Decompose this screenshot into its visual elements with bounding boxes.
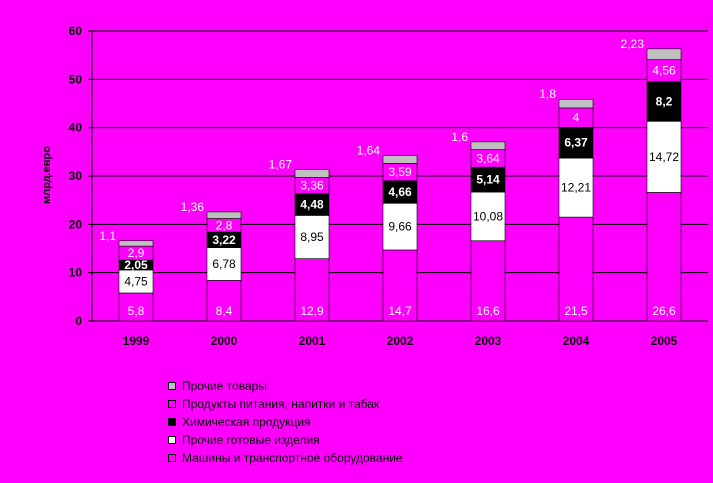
x-tick-label: 2001	[299, 334, 326, 348]
data-label: 4	[573, 111, 580, 125]
data-label: 14,7	[388, 304, 412, 318]
data-label: 26,6	[652, 304, 676, 318]
bar-segment	[646, 48, 682, 60]
y-tick-label: 10	[69, 266, 83, 280]
data-label: 2,8	[216, 218, 233, 232]
bar-segment	[558, 126, 594, 159]
data-label: 3,22	[212, 233, 236, 247]
data-label: 4,48	[300, 198, 324, 212]
legend-item: Прочие готовые изделия	[168, 431, 403, 449]
bar-segment	[294, 169, 330, 178]
bar-segment	[206, 280, 242, 322]
data-label: 1,36	[181, 200, 205, 214]
bar-segment	[470, 166, 506, 193]
bar-segment	[294, 215, 330, 259]
data-label: 3,64	[476, 151, 500, 165]
legend-label: Химическая продукция	[182, 415, 311, 429]
x-tick-label: 2004	[563, 334, 590, 348]
data-label: 21,5	[564, 304, 588, 318]
bar-segment	[470, 240, 506, 322]
legend-item: Химическая продукция	[168, 413, 403, 431]
y-tick-label: 50	[69, 72, 83, 86]
data-label: 4,66	[388, 185, 412, 199]
bar-segment	[382, 155, 418, 164]
data-label: 5,8	[128, 304, 145, 318]
data-label: 16,6	[476, 304, 500, 318]
data-label: 14,72	[649, 150, 679, 164]
bar-segment	[646, 120, 682, 193]
legend-label: Прочие товары	[182, 379, 267, 393]
x-tick-label: 2003	[475, 334, 502, 348]
data-label: 12,9	[300, 304, 324, 318]
data-label: 2,9	[128, 246, 145, 260]
bar-segment	[206, 211, 242, 219]
data-label: 2,23	[621, 37, 645, 51]
legend-swatch	[168, 454, 176, 462]
data-label: 9,66	[388, 220, 412, 234]
legend-swatch	[168, 382, 176, 390]
data-label: 8,95	[300, 230, 324, 244]
data-label: 10,08	[473, 209, 503, 223]
data-label: 6,78	[212, 257, 236, 271]
data-label: 3,59	[388, 165, 412, 179]
bar-segment	[646, 192, 682, 322]
bar-segment	[558, 98, 594, 109]
legend-label: Машины и транспортное оборудование	[182, 451, 403, 465]
bar-segment	[470, 141, 506, 150]
x-tick-label: 2005	[651, 334, 678, 348]
bar-segment	[118, 292, 154, 322]
data-label: 5,14	[476, 173, 500, 187]
data-label: 8,4	[216, 304, 233, 318]
chart-legend: Прочие товары Продукты питания, напитки и…	[168, 377, 403, 467]
data-label: 12,21	[561, 181, 591, 195]
legend-swatch	[168, 400, 176, 408]
data-label: 8,2	[656, 94, 673, 108]
bar-segment	[470, 191, 506, 242]
y-tick-label: 20	[69, 217, 83, 231]
y-tick-label: 0	[75, 314, 82, 328]
legend-item: Прочие товары	[168, 377, 403, 395]
y-tick-label: 60	[69, 24, 83, 38]
x-tick-label: 2002	[387, 334, 414, 348]
legend-label: Прочие готовые изделия	[182, 433, 320, 447]
data-label: 1,64	[357, 143, 381, 157]
legend-item: Продукты питания, напитки и табак	[168, 395, 403, 413]
y-axis-label: млрд.евро	[41, 146, 53, 204]
data-label: 2,05	[124, 258, 148, 272]
data-label: 1,6	[451, 130, 468, 144]
bar-segment	[382, 202, 418, 251]
legend-label: Продукты питания, напитки и табак	[182, 397, 380, 411]
bar-segment	[558, 157, 594, 218]
bar-segment	[118, 240, 154, 247]
data-label: 1,8	[539, 87, 556, 101]
data-label: 1,1	[99, 229, 116, 243]
data-label: 4,56	[652, 64, 676, 78]
legend-swatch	[168, 418, 176, 426]
bar-segment	[382, 249, 418, 322]
legend-swatch	[168, 436, 176, 444]
bar-segment	[206, 247, 242, 281]
data-label: 1,67	[269, 157, 293, 171]
x-tick-label: 2000	[211, 334, 238, 348]
bar-segment	[294, 258, 330, 322]
data-label: 3,36	[300, 179, 324, 193]
y-tick-label: 30	[69, 169, 83, 183]
bar-segment	[558, 216, 594, 322]
data-label: 6,37	[564, 136, 588, 150]
x-tick-label: 1999	[123, 334, 150, 348]
y-tick-label: 40	[69, 121, 83, 135]
data-label: 4,75	[124, 274, 148, 288]
legend-item: Машины и транспортное оборудование	[168, 449, 403, 467]
